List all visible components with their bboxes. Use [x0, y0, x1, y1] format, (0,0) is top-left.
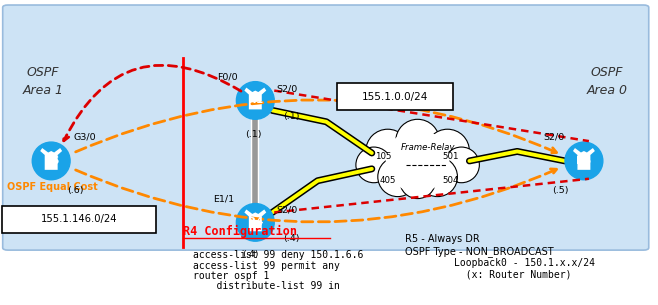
- Circle shape: [236, 82, 274, 119]
- Polygon shape: [40, 148, 62, 170]
- Text: (.5): (.5): [552, 186, 569, 195]
- Text: 405: 405: [380, 176, 396, 185]
- FancyBboxPatch shape: [3, 5, 649, 250]
- Text: 105: 105: [374, 152, 391, 161]
- FancyBboxPatch shape: [337, 83, 453, 110]
- Circle shape: [366, 129, 410, 173]
- Text: distribute-list 99 in: distribute-list 99 in: [193, 281, 340, 291]
- Text: (.6): (.6): [67, 186, 84, 195]
- Text: OSPF Equal Cost: OSPF Equal Cost: [7, 182, 98, 192]
- Text: R5: R5: [576, 156, 592, 166]
- Text: R6: R6: [43, 156, 59, 166]
- Text: S2/0: S2/0: [276, 84, 298, 93]
- Text: OSPF: OSPF: [591, 66, 623, 79]
- Text: (.4): (.4): [283, 234, 299, 243]
- Polygon shape: [573, 148, 595, 170]
- Text: S2/0: S2/0: [544, 133, 565, 142]
- Circle shape: [236, 203, 274, 241]
- Circle shape: [395, 119, 440, 163]
- Text: Area 1: Area 1: [23, 84, 64, 97]
- Text: Frame-Relay: Frame-Relay: [400, 142, 455, 152]
- Text: R4 Configuration: R4 Configuration: [183, 225, 297, 238]
- Polygon shape: [244, 88, 266, 109]
- Circle shape: [565, 142, 603, 180]
- Text: Loopback0 - 150.1.x.x/24
  (x: Router Number): Loopback0 - 150.1.x.x/24 (x: Router Numb…: [455, 258, 595, 280]
- Circle shape: [356, 147, 392, 183]
- Text: (.1): (.1): [245, 130, 262, 139]
- Circle shape: [386, 129, 449, 193]
- Text: 155.1.0.0/24: 155.1.0.0/24: [362, 92, 428, 102]
- Text: 155.1.146.0/24: 155.1.146.0/24: [41, 214, 117, 224]
- Polygon shape: [244, 210, 266, 231]
- Text: G3/0: G3/0: [74, 133, 96, 142]
- Text: E1/1: E1/1: [213, 194, 234, 203]
- Text: (.4): (.4): [242, 249, 259, 259]
- Circle shape: [418, 157, 457, 197]
- Text: S2/0: S2/0: [276, 206, 298, 215]
- Text: R5 - Always DR
OSPF Type - NON_BROADCAST: R5 - Always DR OSPF Type - NON_BROADCAST: [405, 234, 553, 257]
- Text: access-list 99 permit any: access-list 99 permit any: [193, 260, 340, 271]
- Text: F0/0: F0/0: [217, 72, 238, 81]
- Circle shape: [399, 163, 436, 199]
- Circle shape: [32, 142, 70, 180]
- FancyBboxPatch shape: [3, 206, 156, 233]
- Circle shape: [426, 129, 469, 173]
- Circle shape: [443, 147, 480, 183]
- Text: access-list 99 deny 150.1.6.6: access-list 99 deny 150.1.6.6: [193, 250, 363, 260]
- Text: R1: R1: [247, 95, 263, 106]
- Text: router ospf 1: router ospf 1: [193, 271, 269, 281]
- Text: R4: R4: [247, 217, 263, 227]
- Text: OSPF: OSPF: [27, 66, 59, 79]
- Text: 504: 504: [442, 176, 459, 185]
- Text: Area 0: Area 0: [586, 84, 627, 97]
- Circle shape: [378, 157, 418, 197]
- Text: 501: 501: [442, 152, 459, 161]
- Text: (.1): (.1): [283, 112, 299, 121]
